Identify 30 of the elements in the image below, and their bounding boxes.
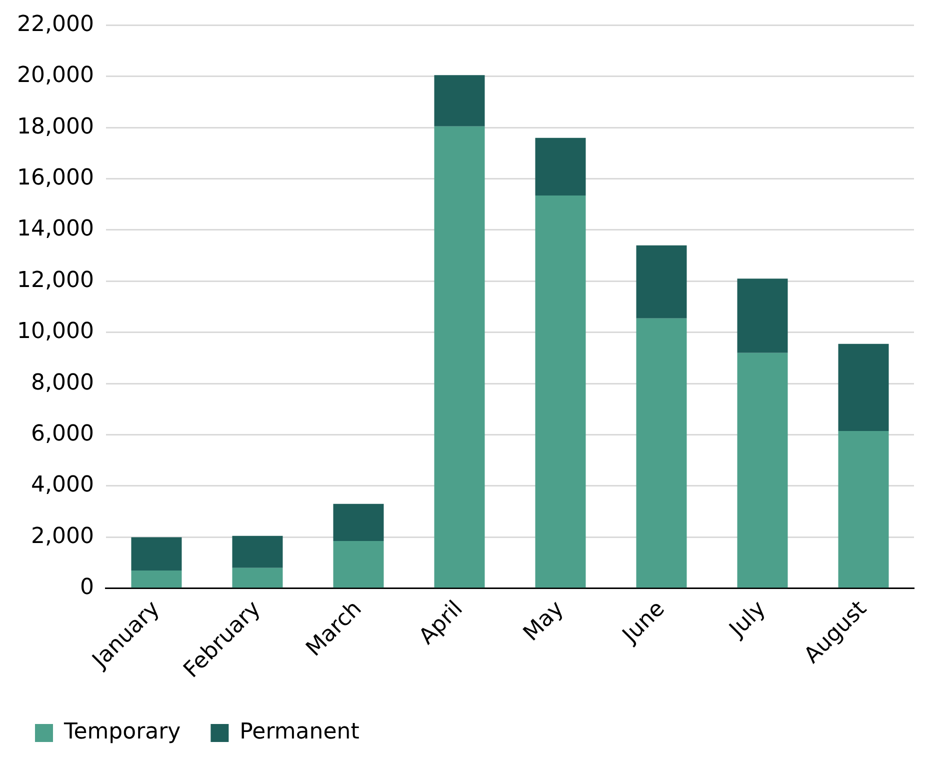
y-tick-label: 10,000 <box>16 319 94 344</box>
y-tick-label: 14,000 <box>16 216 94 242</box>
legend-label: Permanent <box>240 720 360 745</box>
bar <box>636 318 687 588</box>
y-tick-label: 22,000 <box>16 12 94 37</box>
bar <box>535 195 586 588</box>
y-tick-label: 0 <box>80 575 94 600</box>
bar <box>535 138 586 196</box>
bar <box>434 126 485 588</box>
bar <box>838 344 889 431</box>
y-tick-label: 2,000 <box>30 524 94 549</box>
bar <box>131 537 182 570</box>
bar <box>232 536 283 568</box>
y-tick-label: 8,000 <box>30 370 94 396</box>
bar <box>333 504 384 542</box>
bar <box>131 570 182 588</box>
y-tick-label: 20,000 <box>16 63 94 88</box>
y-tick-label: 16,000 <box>16 166 94 191</box>
y-tick-label: 4,000 <box>30 472 94 498</box>
bar <box>232 568 283 588</box>
bar <box>737 352 788 588</box>
bar <box>636 245 687 318</box>
y-tick-label: 18,000 <box>16 114 94 140</box>
bar <box>333 541 384 588</box>
y-tick-label: 12,000 <box>16 268 94 293</box>
bar <box>737 278 788 353</box>
bar <box>434 75 485 126</box>
bar <box>838 430 889 588</box>
legend-label: Temporary <box>63 720 181 745</box>
y-tick-label: 6,000 <box>30 422 94 447</box>
